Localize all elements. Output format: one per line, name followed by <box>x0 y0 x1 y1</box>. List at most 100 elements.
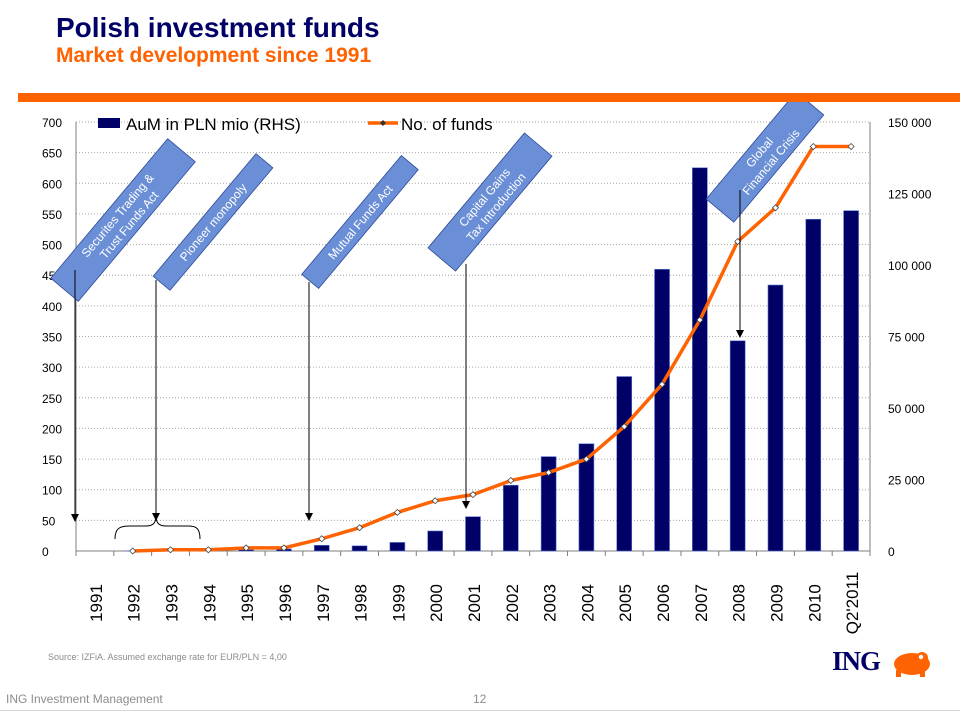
bar-aum-2005 <box>616 376 633 552</box>
y-tick-right: 125 000 <box>888 188 932 202</box>
chart-svg: 0501001502002503003504004505005506006507… <box>42 91 932 662</box>
annotation-mutual-text: Mutual Funds Act <box>325 182 396 263</box>
bar-aum-1999 <box>389 542 406 552</box>
x-tick-1992: 1992 <box>125 584 144 622</box>
y-tick-left: 350 <box>42 331 62 345</box>
bar-aum-2000 <box>427 530 443 552</box>
legend-label-funds: No. of funds <box>401 115 493 134</box>
bar-aum-2001 <box>465 516 481 552</box>
point-no-of-funds-2007 <box>696 316 704 324</box>
x-tick-2000: 2000 <box>427 584 446 622</box>
point-no-of-funds-2003 <box>545 468 553 477</box>
y-tick-left: 250 <box>42 392 62 406</box>
lion-icon <box>894 652 930 677</box>
bar-aum-2003 <box>540 456 557 552</box>
y-tick-left: 400 <box>42 300 62 314</box>
chart-area: 0501001502002503003504004505005506006507… <box>18 91 960 662</box>
y-tick-left: 550 <box>42 208 62 222</box>
x-tick-2005: 2005 <box>616 584 635 622</box>
point-no-of-funds-1994 <box>204 546 212 554</box>
annotation-securities-box <box>50 138 196 302</box>
annotation-pioneer-box <box>152 153 274 291</box>
annotation-crisis-box <box>705 91 825 223</box>
page-subtitle: Market development since 1991 <box>56 44 372 67</box>
annotation-securities-arrowhead <box>71 514 79 522</box>
point-no-of-funds-1999 <box>393 508 401 516</box>
x-tick-2001: 2001 <box>465 584 484 622</box>
point-no-of-funds-1995 <box>242 544 250 552</box>
bar-aum-2008 <box>729 340 746 552</box>
point-no-of-funds-2000 <box>431 497 439 505</box>
point-no-of-funds-2005 <box>620 423 628 431</box>
legend-label-aum: AuM in PLN mio (RHS) <box>126 115 301 134</box>
point-no-of-funds-2001 <box>469 491 477 499</box>
annotation-mutual-arrowhead <box>305 513 313 521</box>
x-tick-1993: 1993 <box>163 584 182 622</box>
point-no-of-funds-1997 <box>318 535 326 543</box>
y-tick-left: 0 <box>42 545 49 559</box>
bar-aum-1998 <box>351 545 368 552</box>
bar-aum-2006 <box>654 268 670 552</box>
annotation-capital-gains-box <box>427 132 553 272</box>
annotation-crisis-arrowhead <box>736 330 744 338</box>
source-note: Source: IZFiA. Assumed exchange rate for… <box>48 652 287 662</box>
point-no-of-funds-Q2'2011 <box>847 142 855 151</box>
y-tick-right: 100 000 <box>888 259 932 273</box>
footer-divider <box>0 710 960 711</box>
x-tick-2002: 2002 <box>503 584 522 622</box>
x-tick-1998: 1998 <box>352 584 371 622</box>
y-tick-right: 50 000 <box>888 402 925 416</box>
x-tick-2006: 2006 <box>654 584 673 622</box>
x-tick-2007: 2007 <box>692 584 711 622</box>
bar-aum-Q2'2011 <box>843 210 859 552</box>
point-no-of-funds-2009 <box>771 204 780 212</box>
x-tick-Q2'2011: Q2'2011 <box>843 572 862 634</box>
point-no-of-funds-1996 <box>280 544 288 552</box>
x-tick-1991: 1991 <box>87 584 106 622</box>
ing-logo-text: ING <box>832 646 881 676</box>
bar-aum-2004 <box>578 443 595 552</box>
point-no-of-funds-1998 <box>356 524 364 532</box>
annotation-capital-gains-arrowhead <box>462 501 470 509</box>
y-tick-left: 100 <box>42 484 62 498</box>
x-tick-2009: 2009 <box>767 584 786 622</box>
footer-company: ING Investment Management <box>6 692 163 706</box>
bar-aum-2002 <box>503 484 519 552</box>
x-tick-2004: 2004 <box>578 584 597 622</box>
y-tick-left: 650 <box>42 147 62 161</box>
annotation-mutual-box <box>301 154 419 290</box>
annotation-pioneer-brace <box>114 515 201 540</box>
bar-aum-2009 <box>767 284 784 552</box>
point-no-of-funds-2004 <box>582 455 590 463</box>
x-tick-1999: 1999 <box>389 584 408 622</box>
y-tick-left: 700 <box>42 116 62 130</box>
point-no-of-funds-1992 <box>129 547 137 555</box>
y-tick-left: 600 <box>42 177 62 191</box>
y-tick-right: 0 <box>888 545 895 559</box>
y-tick-right: 75 000 <box>888 331 925 345</box>
x-tick-2003: 2003 <box>541 584 560 622</box>
annotation-pioneer-text: Pioneer monopoly <box>177 181 250 264</box>
ing-logo: ING <box>832 646 942 682</box>
y-tick-left: 200 <box>42 422 62 436</box>
annotation-mutual: Mutual Funds Act <box>301 154 419 290</box>
legend-swatch-aum <box>98 118 120 128</box>
y-tick-left: 50 <box>42 514 56 528</box>
point-no-of-funds-1993 <box>166 546 175 554</box>
x-tick-1994: 1994 <box>200 584 219 622</box>
x-tick-2010: 2010 <box>805 584 824 622</box>
bar-aum-2007 <box>692 167 708 552</box>
y-tick-left: 150 <box>42 453 62 467</box>
y-tick-left: 300 <box>42 361 62 375</box>
header-band <box>18 93 960 102</box>
line-no-of-funds <box>132 144 852 553</box>
x-tick-1997: 1997 <box>314 584 333 622</box>
legend-marker-funds <box>380 120 386 126</box>
point-no-of-funds-2002 <box>507 476 515 485</box>
point-no-of-funds-2006 <box>658 380 666 388</box>
y-tick-left: 500 <box>42 239 62 253</box>
y-tick-right: 150 000 <box>888 116 932 130</box>
x-tick-2008: 2008 <box>730 584 749 622</box>
